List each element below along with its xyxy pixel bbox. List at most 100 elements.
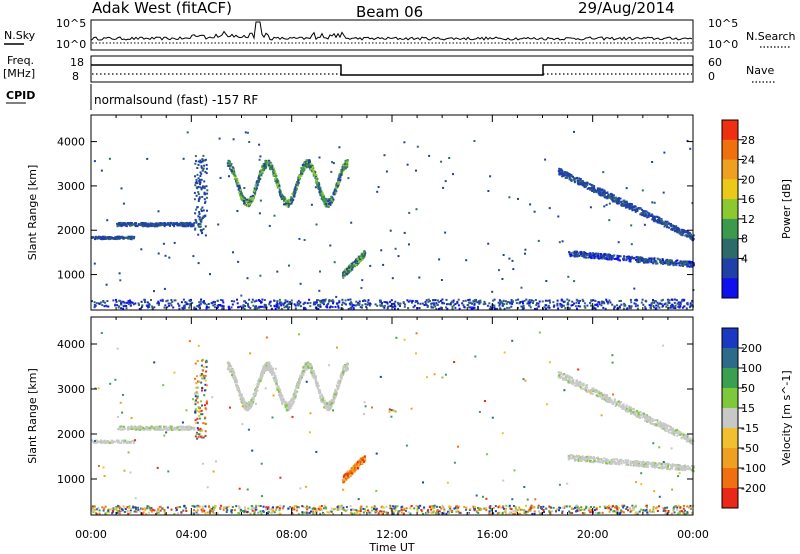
rti-cell	[367, 299, 370, 302]
rti-cell	[501, 304, 504, 307]
rti-cell	[192, 426, 195, 429]
rti-cell	[433, 303, 436, 306]
rti-cell	[241, 197, 244, 200]
rti-cell	[343, 365, 346, 367]
rti-cell	[651, 261, 654, 264]
rti-cell	[652, 219, 655, 222]
rti-cell	[339, 176, 342, 179]
rti-cell	[431, 302, 434, 305]
rti-cell	[200, 409, 203, 412]
rti-cell	[569, 255, 572, 258]
rti-cell	[601, 188, 604, 191]
rti-cell	[605, 195, 608, 198]
rti-cell	[582, 184, 585, 187]
rti-cell	[169, 222, 172, 225]
rti-cell	[298, 174, 301, 177]
rti-cell	[678, 232, 681, 235]
rti-cell	[651, 257, 654, 260]
rti-cell	[359, 306, 362, 309]
rti-cell	[243, 200, 245, 202]
rti-cell	[268, 364, 271, 367]
rti-cell	[199, 229, 202, 232]
rti-cell	[157, 222, 160, 225]
rti-cell	[293, 394, 296, 397]
rti-cell	[364, 299, 367, 302]
rti-cell	[643, 213, 646, 216]
rti-cell	[663, 303, 666, 306]
rti-cell	[558, 171, 561, 174]
rti-cell	[317, 186, 320, 189]
rti-cell	[280, 307, 283, 310]
rti-cell	[653, 215, 656, 218]
rti-cell	[203, 185, 206, 188]
rti-cell	[571, 304, 574, 306]
rti-cell	[153, 290, 155, 293]
rti-cell	[661, 298, 664, 301]
rti-cell	[199, 186, 202, 189]
rti-cell	[233, 300, 236, 303]
rti-cell	[259, 199, 262, 202]
rti-cell	[666, 220, 669, 223]
rti-cell	[304, 301, 307, 304]
rti-cell	[199, 374, 202, 377]
rti-cell	[141, 224, 144, 226]
rti-cell	[573, 280, 576, 283]
rti-cell	[669, 223, 672, 226]
rti-cell	[651, 213, 653, 216]
rti-cell	[604, 307, 607, 310]
rti-cell	[385, 170, 388, 173]
rti-cell	[669, 262, 672, 265]
rti-cell	[246, 131, 249, 134]
rti-cell	[140, 300, 143, 303]
rti-cell	[319, 270, 321, 273]
rti-cell	[344, 165, 347, 168]
rti-cell	[612, 200, 615, 203]
rti-cell	[428, 300, 431, 302]
rti-cell	[105, 442, 108, 444]
rti-cell	[653, 201, 656, 204]
rti-cell	[508, 257, 511, 260]
rti-cell	[172, 306, 175, 309]
rti-cell	[167, 302, 170, 305]
rti-cell	[647, 215, 650, 218]
rti-cell	[622, 202, 625, 205]
rti-cell	[96, 441, 99, 443]
rti-cell	[97, 236, 100, 239]
rti-cell	[399, 302, 401, 305]
rti-cell	[416, 145, 419, 148]
rti-cell	[462, 304, 465, 307]
rti-cell	[414, 301, 417, 304]
rti-cell	[168, 428, 171, 431]
rti-cell	[683, 260, 686, 263]
rti-cell	[201, 373, 203, 376]
rti-cell	[327, 206, 330, 208]
rti-cell	[656, 262, 659, 265]
rti-cell	[129, 427, 132, 430]
rti-cell	[577, 183, 580, 186]
rti-cell	[291, 201, 294, 204]
nsearch-tick-top: 10^5	[708, 17, 738, 30]
rti-cell	[652, 305, 655, 307]
rti-cell	[295, 187, 298, 190]
rti-cell	[239, 305, 242, 308]
rti-cell	[103, 237, 106, 240]
rti-cell	[578, 251, 581, 254]
rti-cell	[332, 401, 335, 404]
rti-cell	[686, 139, 689, 142]
rti-cell	[631, 207, 634, 210]
rti-cell	[524, 248, 527, 251]
rti-cell	[123, 301, 126, 304]
rti-cell	[317, 308, 320, 310]
rti-cell	[151, 307, 154, 310]
rti-cell	[322, 401, 325, 404]
rti-cell	[186, 425, 189, 428]
rti-cell	[307, 163, 309, 166]
rti-cell	[259, 173, 261, 176]
rti-cell	[273, 173, 276, 176]
rti-cell	[195, 178, 198, 181]
y-tick-label: 3000	[57, 180, 85, 193]
rti-cell	[105, 440, 108, 443]
rti-cell	[456, 300, 459, 303]
rti-cell	[238, 191, 241, 194]
rti-cell	[671, 224, 674, 227]
